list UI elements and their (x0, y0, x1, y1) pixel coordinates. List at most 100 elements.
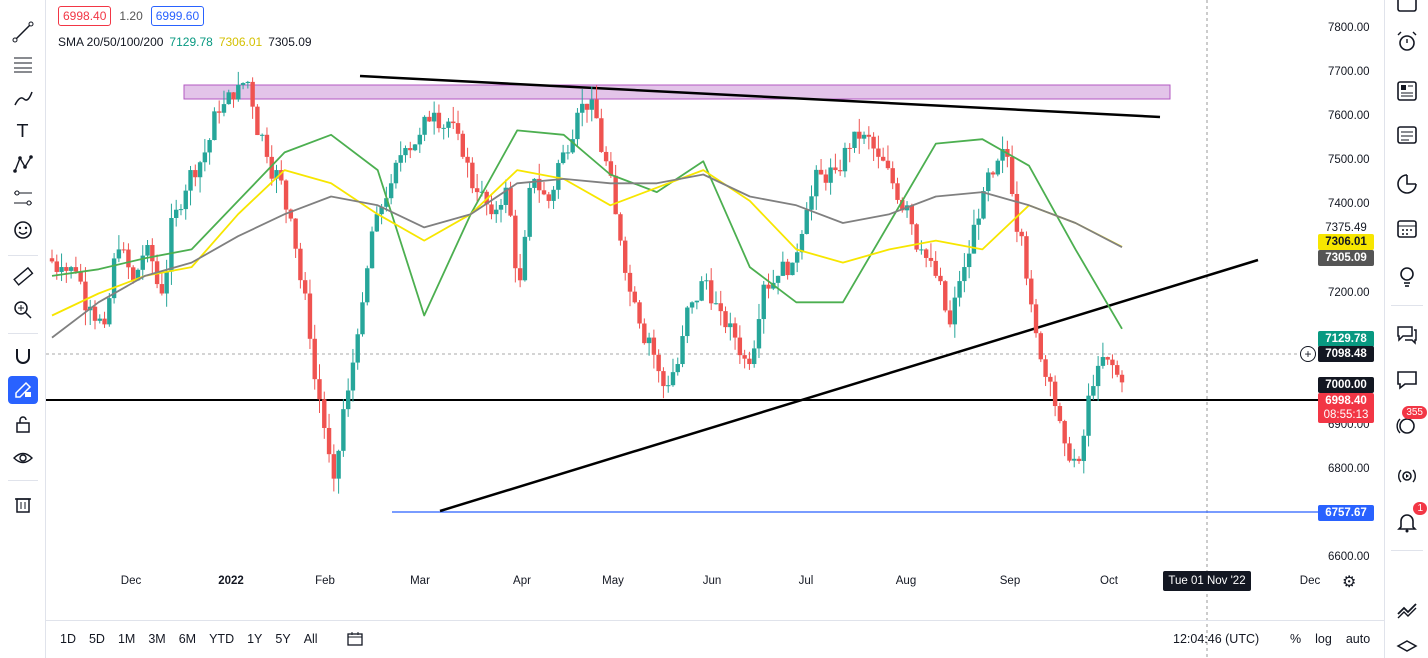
candle-body (403, 148, 408, 156)
candle-body (54, 261, 59, 272)
range-ytd[interactable]: YTD (209, 632, 235, 646)
lock-icon[interactable] (8, 410, 38, 438)
trash-icon[interactable] (8, 490, 38, 518)
sma20-line[interactable] (51, 129, 1123, 330)
candle-body (283, 180, 289, 210)
candle-body (837, 170, 843, 172)
toolbar-divider (8, 333, 38, 334)
candle-body (365, 268, 370, 303)
candle-body (83, 281, 88, 311)
range-1y[interactable]: 1Y (247, 632, 263, 646)
range-3m[interactable]: 3M (148, 632, 166, 646)
candle-body (670, 372, 676, 386)
trading-panel-icon[interactable] (1393, 596, 1421, 624)
bid-price[interactable]: 6998.40 (58, 6, 112, 26)
sma100-value: 7305.09 (268, 35, 312, 49)
sma50-value: 7306.01 (218, 35, 263, 49)
x-tick-label: Sep (999, 575, 1021, 587)
price-tag-low: 6757.67 (1318, 505, 1374, 521)
data-window-icon[interactable] (1393, 121, 1421, 149)
brush-tool-icon[interactable] (8, 84, 38, 112)
price-tag-sma20: 7129.78 (1318, 331, 1374, 347)
range-5d[interactable]: 5D (88, 632, 105, 646)
candle-body (680, 336, 685, 365)
range-1m[interactable]: 1M (117, 632, 136, 646)
scale-options: % log auto (1290, 632, 1370, 646)
chats-icon[interactable] (1393, 320, 1421, 348)
candle-body (766, 284, 771, 289)
candle-body (995, 160, 1001, 175)
range-6m[interactable]: 6M (178, 632, 197, 646)
stay-in-drawing-mode-icon[interactable] (8, 376, 38, 404)
candle-body (1057, 406, 1063, 422)
candle-body (360, 302, 365, 335)
calendar-icon[interactable] (1393, 214, 1421, 242)
sma50-line[interactable] (51, 169, 1123, 317)
layers-icon[interactable] (1393, 636, 1421, 658)
hotlist-icon[interactable] (1393, 170, 1421, 198)
candle-body (193, 170, 198, 178)
candle-body (412, 144, 418, 151)
descending-trendline[interactable] (359, 74, 1161, 119)
ideas-stream-icon[interactable]: 355 (1393, 406, 1427, 440)
range-5y[interactable]: 5Y (275, 632, 291, 646)
candle-body (632, 291, 637, 303)
settings-gear-icon[interactable]: ⚙ (1342, 574, 1357, 591)
measure-tool-icon[interactable] (8, 184, 38, 212)
trendline-tool-icon[interactable] (8, 18, 38, 46)
log-scale-toggle[interactable]: log (1315, 632, 1332, 646)
candle-body (288, 209, 294, 219)
utc-clock[interactable]: 12:04:46 (UTC) (1173, 632, 1260, 646)
percent-scale-toggle[interactable]: % (1290, 632, 1302, 646)
x-tick-label: Dec (120, 575, 142, 587)
candle-body (675, 364, 680, 373)
candle-body (250, 81, 255, 107)
streams-play-icon[interactable] (1393, 462, 1421, 490)
crosshair-plus-icon[interactable]: + (1300, 346, 1316, 362)
price-tag-7375: 7375.49 (1325, 222, 1367, 234)
fib-tool-icon[interactable] (8, 50, 38, 78)
candle-body (943, 281, 948, 311)
ideas-lightbulb-icon[interactable] (1393, 262, 1421, 290)
candle-body (651, 337, 657, 355)
candle-body (107, 298, 112, 325)
auto-scale-toggle[interactable]: auto (1345, 632, 1371, 646)
alarm-clock-icon[interactable] (1393, 28, 1421, 56)
sma-legend[interactable]: SMA 20/50/100/200 7129.78 7306.01 7305.0… (58, 35, 312, 49)
range-1d[interactable]: 1D (60, 632, 76, 646)
candle-body (216, 111, 222, 113)
range-all[interactable]: All (303, 632, 318, 646)
candle-body (861, 134, 867, 139)
date-range-calendar-icon[interactable] (346, 632, 363, 649)
candle-body (126, 249, 131, 268)
ruler-icon[interactable] (8, 262, 38, 290)
candle-body (498, 204, 504, 210)
candle-body (212, 111, 217, 141)
ask-price[interactable]: 6999.60 (150, 6, 205, 26)
ascending-trendline[interactable] (439, 258, 1259, 513)
candle-body (1105, 357, 1110, 360)
news-icon[interactable] (1393, 77, 1421, 105)
candle-body (131, 267, 136, 281)
candle-body (345, 390, 351, 410)
candle-body (307, 293, 313, 339)
candle-body (842, 147, 848, 172)
candle-body (947, 310, 953, 325)
pattern-tool-icon[interactable] (8, 150, 38, 178)
text-tool-icon[interactable]: T (8, 116, 38, 144)
emoji-tool-icon[interactable] (8, 216, 38, 244)
spread-value: 1.20 (119, 9, 143, 23)
candle-body (575, 112, 580, 140)
chat-bubble-icon[interactable] (1393, 366, 1421, 394)
candle-body (494, 209, 499, 215)
x-tick-label: Jun (702, 575, 722, 587)
y-tick-label: 7500.00 (1328, 154, 1370, 167)
zoom-in-icon[interactable] (8, 296, 38, 324)
magnet-icon[interactable] (8, 342, 38, 370)
eye-icon[interactable] (8, 444, 38, 472)
sma100-line[interactable] (51, 173, 1123, 339)
notifications-bell-icon[interactable]: 1 (1393, 502, 1427, 536)
watchlist-icon[interactable] (1393, 0, 1421, 18)
candle-body (236, 84, 241, 100)
